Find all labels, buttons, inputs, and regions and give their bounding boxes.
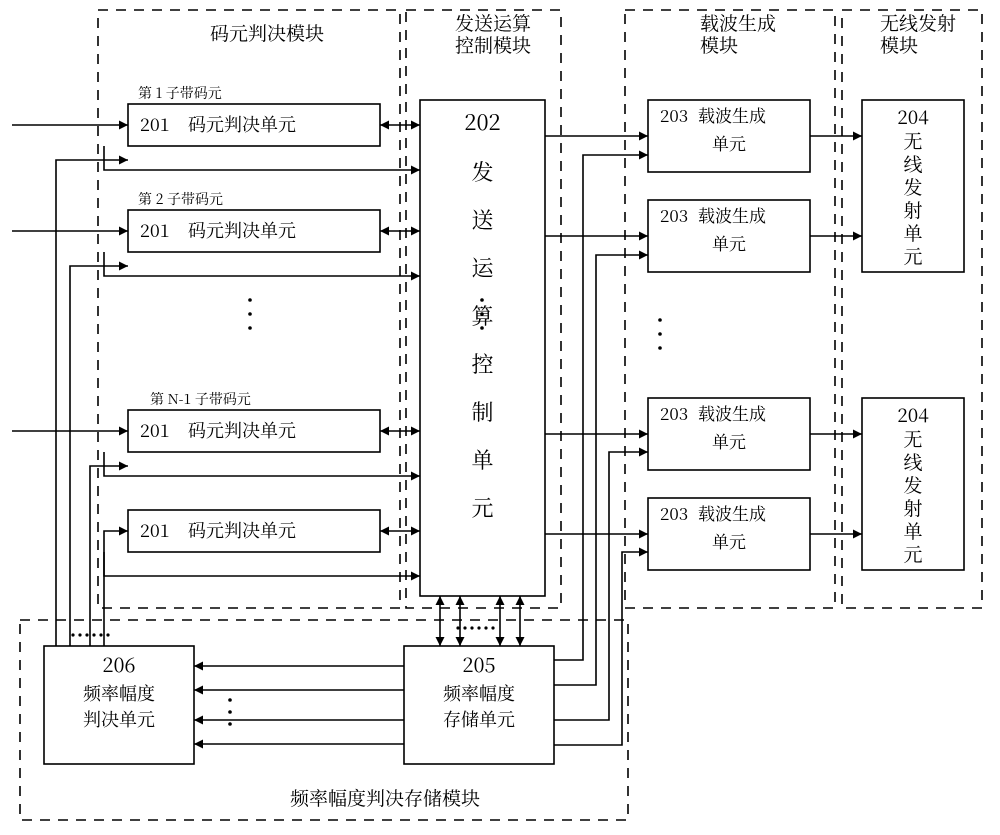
svg-text:发送运算控制模块: 发送运算控制模块	[455, 9, 531, 58]
svg-text:判决单元: 判决单元	[83, 706, 155, 732]
svg-text:单: 单	[471, 444, 493, 475]
svg-text:203: 203	[660, 500, 688, 525]
svg-text:控: 控	[471, 348, 493, 379]
svg-text:元: 元	[903, 242, 922, 269]
svg-text:203: 203	[660, 400, 688, 425]
svg-text:码元判决单元: 码元判决单元	[188, 217, 296, 243]
svg-text:码元判决单元: 码元判决单元	[188, 417, 296, 443]
svg-text:206: 206	[103, 649, 136, 678]
svg-text:存储单元: 存储单元	[443, 706, 515, 732]
svg-text:201: 201	[140, 517, 170, 543]
svg-text:单元: 单元	[712, 230, 746, 255]
svg-text:元: 元	[471, 492, 493, 523]
svg-text:频率幅度: 频率幅度	[83, 680, 155, 706]
svg-text:运: 运	[471, 252, 494, 283]
svg-text:单元: 单元	[712, 428, 746, 453]
svg-text:码元判决模块: 码元判决模块	[210, 19, 324, 46]
svg-text:元: 元	[903, 540, 922, 567]
svg-text:发: 发	[471, 156, 493, 187]
svg-text:载波生成模块: 载波生成模块	[700, 9, 776, 58]
svg-text:载波生成: 载波生成	[698, 102, 766, 127]
svg-text:载波生成: 载波生成	[698, 500, 766, 525]
svg-text:频率幅度判决存储模块: 频率幅度判决存储模块	[290, 784, 480, 811]
svg-text:205: 205	[463, 649, 496, 678]
svg-text:202: 202	[464, 106, 500, 137]
svg-text:无线发射模块: 无线发射模块	[880, 9, 956, 58]
svg-text:码元判决单元: 码元判决单元	[188, 517, 296, 543]
svg-text:单元: 单元	[712, 130, 746, 155]
svg-text:204: 204	[897, 103, 929, 130]
svg-text:204: 204	[897, 401, 929, 428]
svg-text:201: 201	[140, 217, 170, 243]
svg-text:频率幅度: 频率幅度	[443, 680, 515, 706]
svg-text:201: 201	[140, 417, 170, 443]
svg-text:203: 203	[660, 202, 688, 227]
svg-text:第 1 子带码元: 第 1 子带码元	[138, 83, 222, 103]
svg-text:203: 203	[660, 102, 688, 127]
block-diagram: 码元判决模块 发送运算控制模块 载波生成模块 无线发射模块频率幅度判决存储模块 201 码…	[0, 0, 1000, 835]
svg-text:第 N-1 子带码元: 第 N-1 子带码元	[150, 389, 251, 409]
svg-text:制: 制	[471, 396, 493, 427]
svg-text:送: 送	[471, 204, 493, 235]
svg-text:载波生成: 载波生成	[698, 400, 766, 425]
svg-text:201: 201	[140, 111, 170, 137]
svg-text:载波生成: 载波生成	[698, 202, 766, 227]
svg-text:码元判决单元: 码元判决单元	[188, 111, 296, 137]
svg-text:第 2 子带码元: 第 2 子带码元	[138, 189, 223, 209]
svg-text:单元: 单元	[712, 528, 746, 553]
